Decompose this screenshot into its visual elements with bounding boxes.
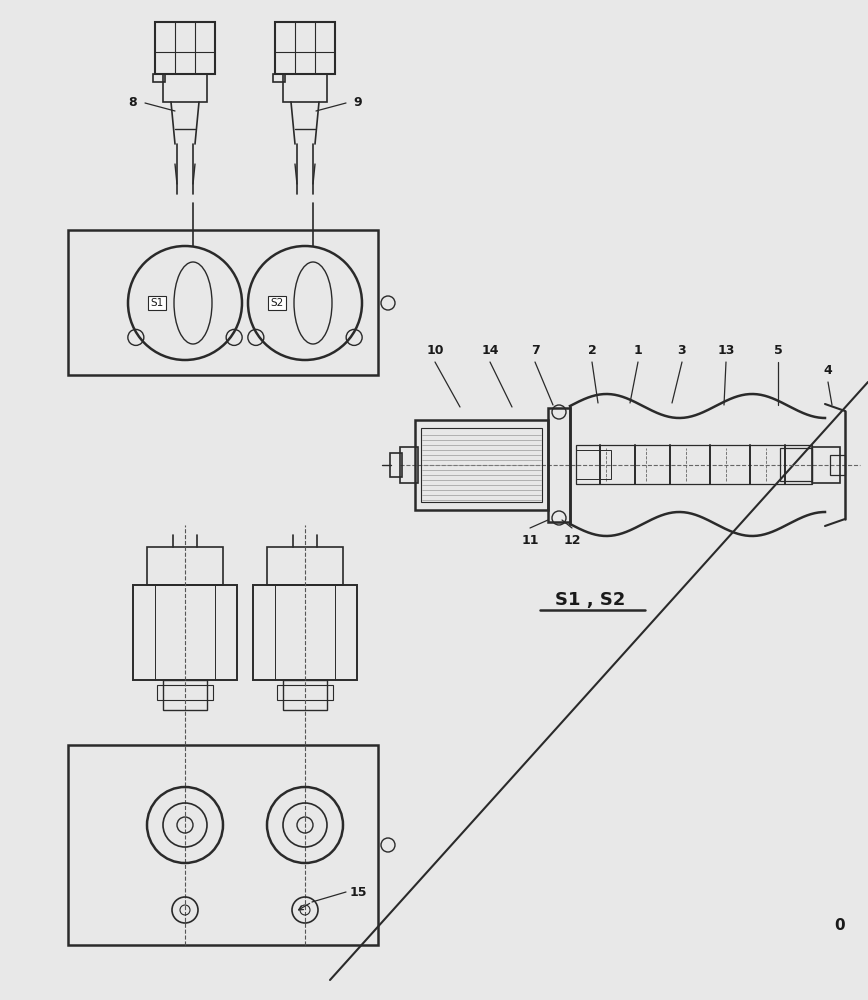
Text: 14: 14 — [481, 344, 499, 357]
Text: 13: 13 — [717, 344, 734, 357]
Bar — [275, 22, 335, 74]
Bar — [830, 455, 845, 475]
Text: 1: 1 — [634, 344, 642, 357]
Bar — [155, 22, 215, 74]
Text: 2: 2 — [588, 344, 596, 357]
Bar — [421, 428, 542, 502]
Text: 3: 3 — [678, 344, 687, 357]
Bar — [68, 745, 378, 945]
Bar — [576, 450, 611, 479]
Text: 15: 15 — [349, 886, 367, 898]
Text: S2: S2 — [270, 298, 284, 308]
Bar — [576, 445, 812, 484]
Text: 5: 5 — [773, 344, 782, 357]
Bar — [277, 685, 333, 700]
Text: 10: 10 — [426, 344, 444, 357]
Text: 4: 4 — [824, 363, 832, 376]
Bar — [153, 74, 165, 82]
Text: 0: 0 — [835, 918, 845, 932]
Bar — [812, 447, 840, 483]
Bar — [133, 585, 237, 680]
Bar — [267, 547, 343, 585]
Text: 12: 12 — [563, 534, 581, 546]
Bar — [147, 547, 223, 585]
Bar — [548, 408, 570, 522]
Text: 11: 11 — [522, 534, 539, 546]
Text: S1: S1 — [150, 298, 164, 308]
Bar — [68, 230, 378, 375]
Bar — [283, 74, 327, 102]
Text: 8: 8 — [128, 97, 137, 109]
Bar — [163, 74, 207, 102]
Bar — [400, 447, 418, 483]
Text: 7: 7 — [530, 344, 539, 357]
Bar — [253, 585, 357, 680]
Text: S1 , S2: S1 , S2 — [555, 591, 625, 609]
Text: 9: 9 — [353, 97, 362, 109]
Bar — [283, 680, 327, 710]
Bar — [415, 420, 548, 510]
Bar — [163, 680, 207, 710]
Bar — [157, 685, 213, 700]
Bar — [780, 448, 812, 481]
Bar — [273, 74, 285, 82]
Bar — [390, 453, 402, 477]
